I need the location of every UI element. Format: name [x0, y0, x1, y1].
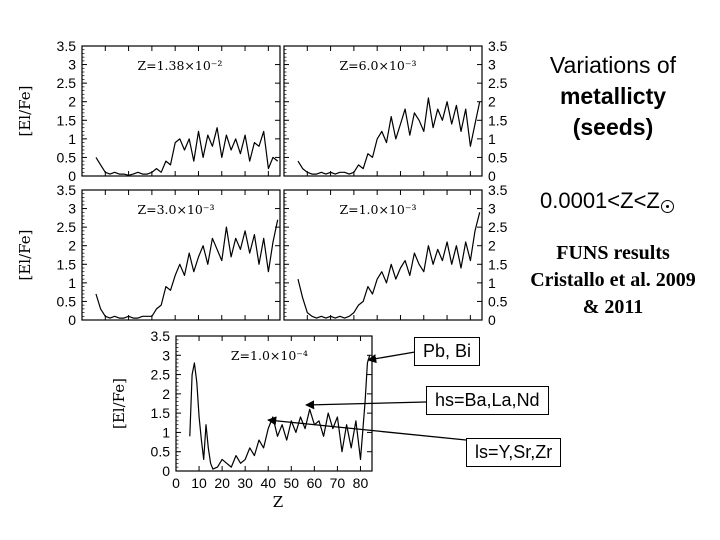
series-line: [297, 212, 481, 319]
y-tick-label: 0: [68, 168, 76, 184]
x-tick-label: 60: [307, 475, 323, 491]
y-tick-label: 1: [488, 131, 496, 147]
panel-annotation: Z=1.38×10⁻²: [137, 58, 222, 73]
arrow-pb: [367, 351, 416, 364]
funs-line-2: Cristallo et al. 2009: [530, 269, 696, 291]
y-tick-label: 3.5: [151, 328, 171, 344]
metallicity-range: 0.0001<Z<Z: [540, 188, 674, 214]
panel-4: 0 0.5 1 1.5 2 2.5 3 3.5 Z=1.0×10⁻³: [283, 182, 508, 328]
y-tick-label: 1: [162, 424, 170, 440]
y-tick-label: 1: [68, 275, 76, 291]
x-tick-label: 0: [172, 475, 180, 491]
panel-2: 0 0.5 1 1.5 2 2.5 3 3.5 Z=6.0×10⁻³: [283, 38, 508, 184]
sun-symbol-icon: [660, 200, 674, 213]
series-line: [95, 219, 279, 319]
title-line-1: Variations of: [549, 52, 677, 78]
y-tick-label: 2.5: [57, 219, 77, 235]
panel-frame: [283, 189, 483, 321]
series-line: [189, 355, 371, 470]
y-tick-label: 2: [68, 238, 76, 254]
x-tick-label: 10: [191, 475, 207, 491]
y-tick-label: 2.5: [57, 75, 77, 91]
panel-frame: [81, 45, 281, 177]
panel-1: 0 0.5 1 1.5 2 2.5 3 3.5 [El/Fe] Z=1.38×10⁻²: [16, 38, 281, 184]
x-tick-label: 20: [214, 475, 230, 491]
y-tick-label: 1.5: [151, 405, 171, 421]
y-tick-label: 2.5: [488, 219, 508, 235]
panel-annotation: Z=1.0×10⁻⁴: [231, 348, 308, 363]
y-tick-label: 3: [488, 57, 496, 73]
slide-title: Variations of metallicty (seeds): [528, 50, 698, 143]
y-axis-label: [El/Fe]: [16, 230, 34, 281]
y-tick-label: 2: [162, 386, 170, 402]
y-tick-label: 0.5: [57, 149, 77, 165]
y-tick-label: 2.5: [151, 367, 171, 383]
x-tick-label: 50: [284, 475, 300, 491]
title-line-2: metallicty: [559, 83, 667, 109]
panel-annotation: Z=6.0×10⁻³: [339, 58, 416, 73]
y-tick-label: 0: [488, 312, 496, 328]
series-line: [95, 127, 279, 176]
arrow-hs: [305, 400, 427, 410]
y-tick-label: 3: [68, 201, 76, 217]
y-tick-label: 0.5: [57, 293, 77, 309]
funs-citation: FUNS results Cristallo et al. 2009 & 201…: [508, 240, 718, 321]
y-tick-label: 2: [488, 238, 496, 254]
y-tick-label: 3.5: [57, 182, 77, 198]
y-tick-label: 2: [488, 94, 496, 110]
panel-annotation: Z=1.0×10⁻³: [339, 202, 416, 217]
y-tick-label: 3.5: [488, 182, 508, 198]
y-tick-label: 0: [162, 463, 170, 479]
y-tick-label: 0: [68, 312, 76, 328]
panel-frame: [81, 189, 281, 321]
callout-hs: hs=Ba,La,Nd: [426, 386, 549, 415]
callout-pb-bi: Pb, Bi: [414, 337, 481, 366]
y-axis-label: [El/Fe]: [16, 86, 34, 137]
y-tick-label: 3: [68, 57, 76, 73]
y-tick-label: 0: [488, 168, 496, 184]
y-tick-label: 2.5: [488, 75, 508, 91]
y-tick-label: 2: [68, 94, 76, 110]
y-tick-label: 1: [68, 131, 76, 147]
y-tick-label: 3: [488, 201, 496, 217]
y-tick-label: 1.5: [57, 112, 77, 128]
title-line-3: (seeds): [572, 114, 654, 140]
range-text: 0.0001<Z<Z: [540, 188, 660, 213]
funs-line-1: FUNS results: [556, 242, 670, 264]
panel-frame: [283, 45, 483, 177]
y-tick-label: 1.5: [488, 256, 508, 272]
y-tick-label: 0.5: [151, 444, 171, 460]
x-tick-label: 80: [353, 475, 369, 491]
funs-line-3: & 2011: [582, 296, 644, 318]
y-tick-label: 3.5: [488, 38, 508, 54]
x-tick-label: 30: [237, 475, 253, 491]
callout-arrows: [267, 351, 467, 441]
y-tick-label: 1.5: [488, 112, 508, 128]
y-tick-label: 1.5: [57, 256, 77, 272]
y-tick-label: 3: [162, 347, 170, 363]
panel-5: 00.511.522.533.50 10 20 30 40 50 60 70 80Z[El/Fe…: [110, 328, 373, 511]
y-tick-label: 1: [488, 275, 496, 291]
arrow-ls: [267, 416, 467, 441]
x-axis-label: Z: [273, 493, 283, 511]
x-tick-label: 40: [260, 475, 276, 491]
panel-3: 0 0.5 1 1.5 2 2.5 3 3.5 [El/Fe] Z=3.0×10⁻³: [16, 182, 281, 328]
x-tick-label: 70: [330, 475, 346, 491]
panel-annotation: Z=3.0×10⁻³: [137, 202, 214, 217]
y-axis-label: [El/Fe]: [110, 378, 128, 429]
y-tick-label: 3.5: [57, 38, 77, 54]
y-tick-label: 0.5: [488, 149, 508, 165]
callout-ls: ls=Y,Sr,Zr: [466, 438, 562, 467]
y-tick-label: 0.5: [488, 293, 508, 309]
series-line: [297, 97, 481, 175]
